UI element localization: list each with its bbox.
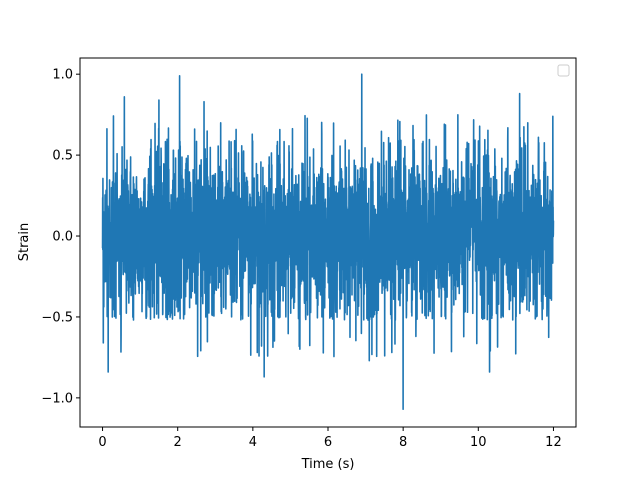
strain-series-line	[101, 73, 555, 410]
x-axis: 0 2 4 6 8 10 12	[98, 427, 562, 450]
series-layer	[101, 73, 555, 410]
y-tick-label: 0.0	[52, 230, 73, 245]
x-axis-label: Time (s)	[301, 457, 355, 472]
y-axis: −1.0 −0.5 0.0 0.5 1.0	[41, 68, 80, 406]
y-axis-label: Strain	[17, 223, 32, 262]
x-tick-label: 8	[399, 435, 407, 450]
x-tick-label: 4	[249, 435, 257, 450]
x-tick-label: 10	[470, 435, 487, 450]
y-tick-label: 1.0	[52, 68, 73, 83]
y-tick-label: 0.5	[52, 149, 73, 164]
legend-box[interactable]	[557, 64, 570, 77]
y-tick-label: −0.5	[41, 310, 73, 325]
x-tick-label: 6	[324, 435, 332, 450]
x-tick-label: 2	[174, 435, 182, 450]
x-tick-label: 12	[545, 435, 562, 450]
y-tick-label: −1.0	[41, 391, 73, 406]
x-tick-label: 0	[98, 435, 106, 450]
